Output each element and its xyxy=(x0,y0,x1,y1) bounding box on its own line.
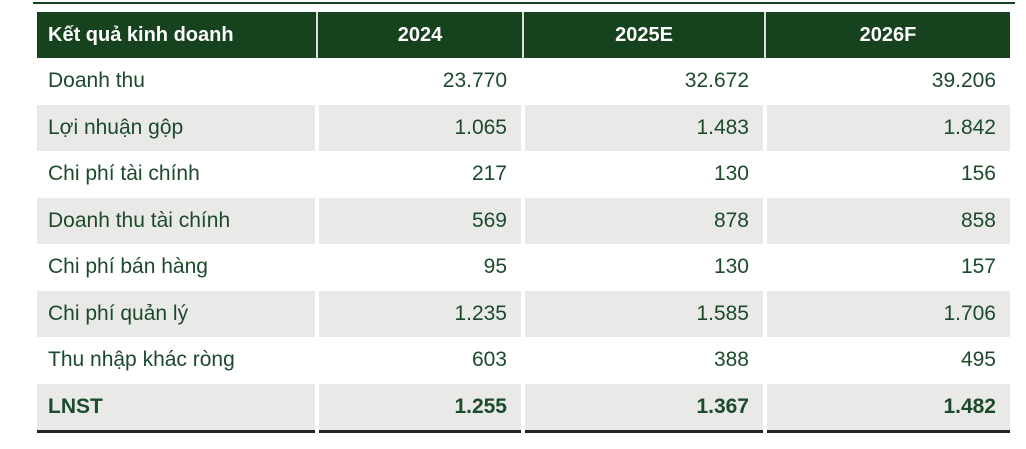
cell-value: 569 xyxy=(315,197,523,244)
row-label: Doanh thu xyxy=(37,58,317,105)
cell-value: 1.235 xyxy=(315,290,523,337)
cell-value: 156 xyxy=(763,151,1010,198)
table-title: Kết quả kinh doanh xyxy=(37,12,317,58)
cell-value: 495 xyxy=(763,337,1010,384)
table-row-thu-nhap-khac-rong: Thu nhập khác ròng 603 388 495 xyxy=(37,337,1010,384)
cell-value: 95 xyxy=(315,244,523,291)
cell-value: 388 xyxy=(521,337,765,384)
cell-value: 1.255 xyxy=(315,383,523,432)
cell-value: 130 xyxy=(521,244,765,291)
cell-value: 1.065 xyxy=(315,104,523,151)
cell-value: 217 xyxy=(315,151,523,198)
cell-value: 1.585 xyxy=(521,290,765,337)
cell-value: 603 xyxy=(315,337,523,384)
table-row-doanh-thu-tai-chinh: Doanh thu tài chính 569 878 858 xyxy=(37,197,1010,244)
cell-value: 39.206 xyxy=(763,58,1010,105)
cell-value: 157 xyxy=(763,244,1010,291)
header-row: Kết quả kinh doanh 2024 2025E 2026F xyxy=(37,12,1010,58)
row-label: Chi phí quản lý xyxy=(37,290,317,337)
cell-value: 878 xyxy=(521,197,765,244)
cell-value: 1.367 xyxy=(521,383,765,432)
table-row-chi-phi-ban-hang: Chi phí bán hàng 95 130 157 xyxy=(37,244,1010,291)
column-header-2025e: 2025E xyxy=(522,12,765,58)
cell-value: 23.770 xyxy=(315,58,523,105)
row-label: Lợi nhuận gộp xyxy=(37,104,317,151)
column-header-2024: 2024 xyxy=(316,12,523,58)
row-label: Thu nhập khác ròng xyxy=(37,337,317,384)
cell-value: 1.482 xyxy=(763,383,1010,432)
table-row-loi-nhuan-gop: Lợi nhuận gộp 1.065 1.483 1.842 xyxy=(37,104,1010,151)
cell-value: 858 xyxy=(763,197,1010,244)
row-label: Doanh thu tài chính xyxy=(37,197,317,244)
table-row-lnst-total: LNST 1.255 1.367 1.482 xyxy=(37,383,1010,432)
row-label: Chi phí bán hàng xyxy=(37,244,317,291)
row-label: Chi phí tài chính xyxy=(37,151,317,198)
cell-value: 1.483 xyxy=(521,104,765,151)
cell-value: 130 xyxy=(521,151,765,198)
table-row-doanh-thu: Doanh thu 23.770 32.672 39.206 xyxy=(37,58,1010,105)
cell-value: 1.706 xyxy=(763,290,1010,337)
financial-results-table: Kết quả kinh doanh 2024 2025E 2026F Doan… xyxy=(37,12,1010,433)
cell-value: 32.672 xyxy=(521,58,765,105)
cell-value: 1.842 xyxy=(763,104,1010,151)
row-label: LNST xyxy=(37,383,317,432)
table-row-chi-phi-quan-ly: Chi phí quản lý 1.235 1.585 1.706 xyxy=(37,290,1010,337)
top-divider-line xyxy=(33,2,1015,4)
column-header-2026f: 2026F xyxy=(764,12,1010,58)
table-row-chi-phi-tai-chinh: Chi phí tài chính 217 130 156 xyxy=(37,151,1010,198)
